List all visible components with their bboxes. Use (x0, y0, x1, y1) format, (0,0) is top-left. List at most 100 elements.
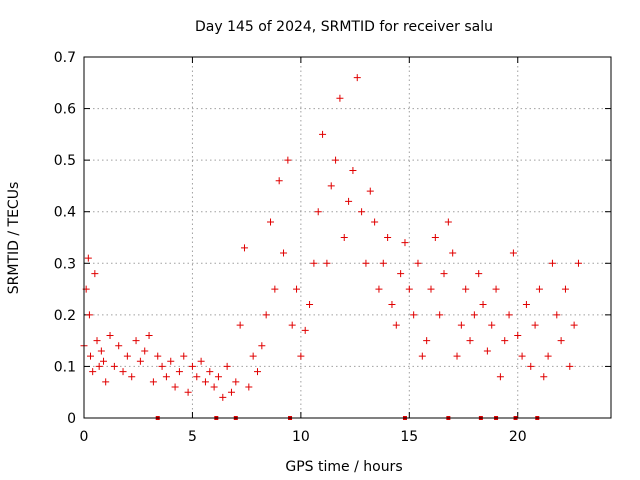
data-point (358, 208, 366, 216)
data-point (145, 331, 153, 339)
data-point (141, 347, 149, 355)
data-point (84, 254, 92, 262)
x-tick-label: 5 (188, 429, 197, 445)
data-point (240, 244, 248, 252)
data-point (366, 187, 374, 195)
data-point (180, 352, 188, 360)
data-point (492, 285, 500, 293)
data-point (95, 362, 103, 370)
data-point (236, 321, 244, 329)
data-point (548, 259, 556, 267)
data-point (405, 285, 413, 293)
data-point (253, 368, 261, 376)
chart-title: Day 145 of 2024, SRMTID for receiver sal… (195, 19, 493, 35)
data-point (544, 352, 552, 360)
x-tick-label: 0 (80, 429, 89, 445)
data-point (201, 378, 209, 386)
data-point (336, 94, 344, 102)
data-point (297, 352, 305, 360)
y-tick-label: 0.2 (54, 308, 76, 324)
data-point (431, 234, 439, 241)
data-point (440, 270, 448, 278)
data-point (540, 373, 548, 381)
data-point (392, 321, 400, 329)
data-point (319, 130, 327, 138)
data-point (232, 378, 240, 386)
y-tick-label: 0.3 (54, 256, 76, 272)
data-point (97, 347, 105, 355)
data-point (197, 357, 205, 365)
data-point (162, 373, 170, 381)
data-point (306, 301, 314, 309)
data-point (210, 383, 218, 391)
data-point (518, 352, 526, 360)
data-point (514, 331, 522, 339)
data-point (267, 218, 275, 226)
y-tick-label: 0.5 (54, 153, 76, 169)
data-point (397, 270, 405, 278)
data-point (85, 311, 93, 319)
data-point (193, 373, 201, 381)
data-point (136, 357, 144, 365)
data-point (561, 285, 569, 293)
data-point (106, 331, 114, 339)
x-tick-label: 15 (400, 429, 418, 445)
data-point (384, 234, 392, 241)
data-point (301, 326, 309, 334)
data-point (128, 373, 136, 381)
data-point (249, 352, 257, 360)
data-point (444, 218, 452, 226)
data-point (340, 234, 348, 241)
y-tick-label: 0.4 (54, 205, 76, 221)
data-point (323, 259, 331, 267)
data-point (479, 301, 487, 309)
data-point (293, 285, 301, 293)
data-point (89, 368, 97, 376)
data-point (466, 337, 474, 345)
data-point (362, 259, 370, 267)
data-point (375, 285, 383, 293)
data-point (184, 388, 192, 396)
data-point (280, 249, 288, 257)
data-point (379, 259, 387, 267)
data-point (470, 311, 478, 319)
data-point (475, 270, 483, 278)
data-point (453, 352, 461, 360)
data-point (462, 285, 470, 293)
data-point (188, 362, 196, 370)
data-point (167, 357, 175, 365)
data-point (206, 368, 214, 376)
data-point (245, 383, 253, 391)
data-point (132, 337, 140, 345)
data-point (553, 311, 561, 319)
data-point (87, 352, 95, 360)
data-point (531, 321, 539, 329)
data-point (223, 362, 231, 370)
data-point (570, 321, 578, 329)
data-point (219, 393, 227, 401)
data-point (93, 337, 101, 345)
data-point (509, 249, 517, 257)
data-point (310, 259, 318, 267)
data-point (505, 311, 513, 319)
y-axis-label: SRMTID / TECUs (6, 182, 22, 295)
x-tick-label: 20 (509, 429, 527, 445)
data-point (557, 337, 565, 345)
data-point (158, 362, 166, 370)
data-point (214, 373, 222, 381)
data-point (332, 156, 340, 164)
data-point (535, 285, 543, 293)
data-point (349, 166, 357, 174)
data-point (496, 373, 504, 381)
data-point (483, 347, 491, 355)
grid-lines (84, 57, 611, 418)
data-point (115, 342, 123, 350)
y-tick-label: 0.6 (54, 102, 76, 118)
data-point (91, 270, 99, 278)
data-point (418, 352, 426, 360)
data-point (149, 378, 157, 386)
data-point (449, 249, 457, 257)
data-point (100, 357, 108, 365)
data-point (123, 352, 131, 360)
